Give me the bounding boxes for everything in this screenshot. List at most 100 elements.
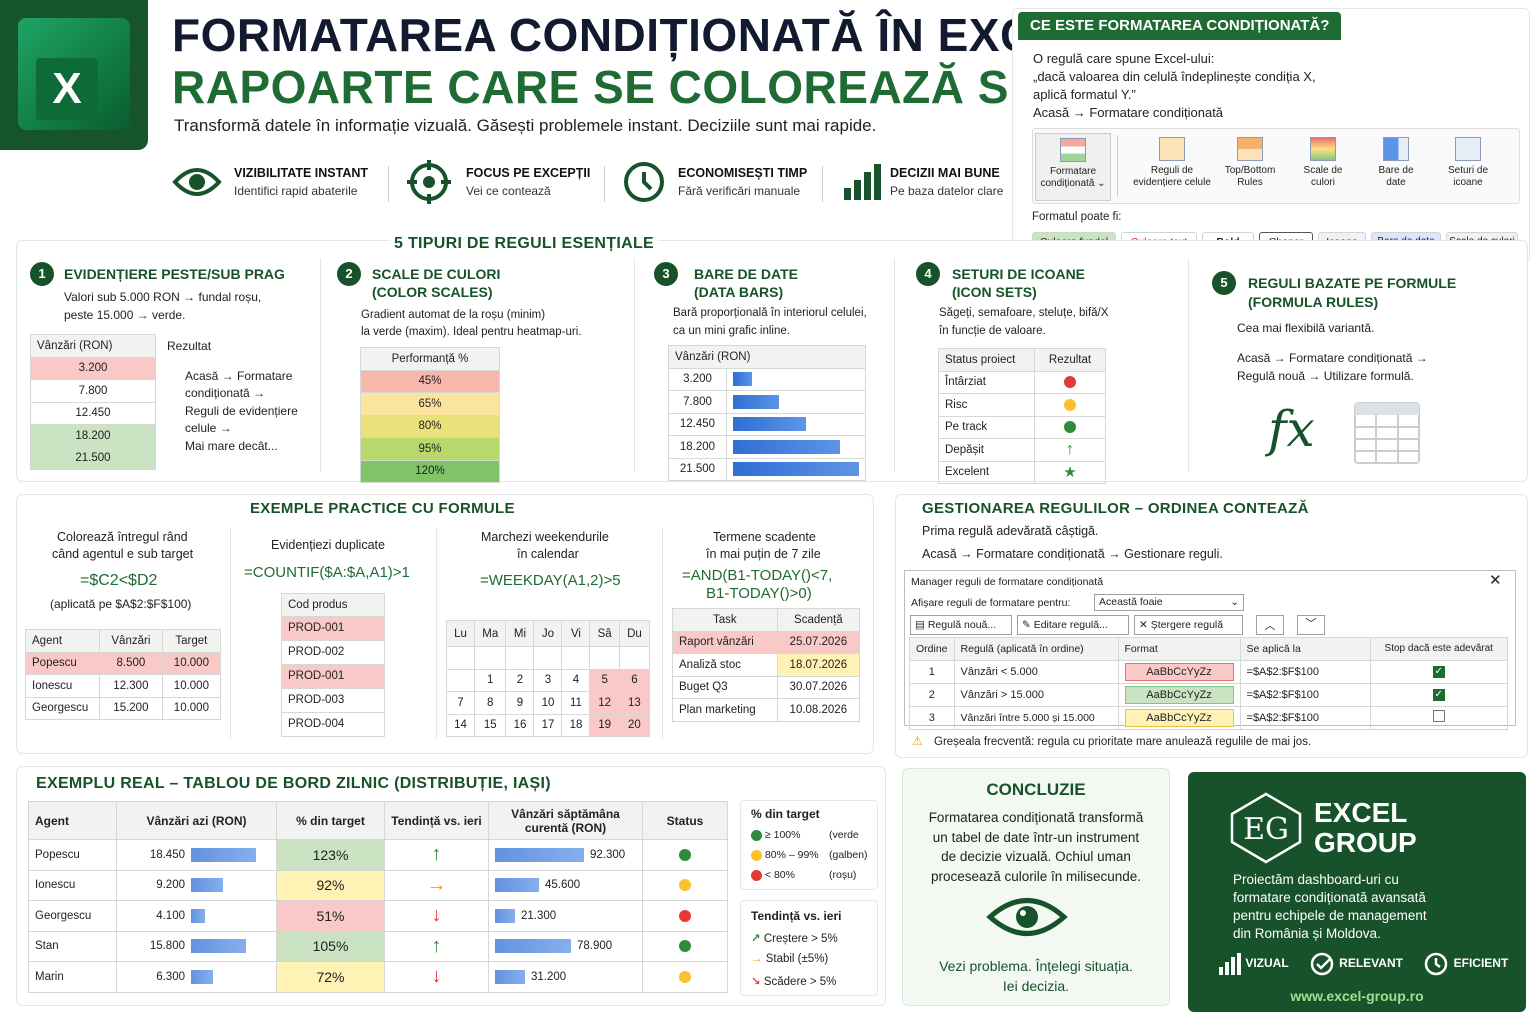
delete-rule-button[interactable]: ✕ Ștergere regulă — [1134, 615, 1243, 635]
table-row[interactable]: 2 Vânzări > 15.000 AaBbCcYyZz =$A$2:$F$1… — [909, 682, 1509, 707]
format-preview: AaBbCcYyZz — [1124, 685, 1234, 704]
table-cell: 78.900 — [488, 930, 643, 962]
move-up-button[interactable]: ︿ — [1256, 615, 1284, 635]
table-cell: 15.800 — [116, 930, 277, 962]
brand-url[interactable]: www.excel-group.ro — [1290, 988, 1424, 1004]
clock-icon — [624, 162, 664, 202]
table-cell: ↑ — [384, 839, 489, 871]
table-header: Scadență — [776, 608, 861, 632]
calendar-day: 10 — [533, 691, 563, 715]
stop-checkbox[interactable] — [1432, 710, 1445, 722]
arrow-down-icon: ↓ — [431, 965, 442, 988]
table-cell — [726, 367, 866, 391]
rule-path: Regulă nouă → Utilizare formulă. — [1237, 369, 1414, 383]
table-cell: → — [384, 869, 489, 901]
ribbon-color-scales-button[interactable]: Scale de culori — [1288, 137, 1358, 189]
new-rule-button[interactable]: ▤ Regulă nouă... — [910, 615, 1012, 635]
table-header: Tendință vs. ieri — [384, 801, 489, 840]
table-header: Task — [672, 608, 778, 632]
table-row[interactable]: 3 Vânzări între 5.000 și 15.000 AaBbCcYy… — [909, 705, 1509, 730]
example-desc: în calendar — [517, 547, 579, 561]
table-cell: 65% — [360, 392, 500, 416]
data-bar — [191, 969, 213, 984]
table-row[interactable]: 1 Vânzări < 5.000 AaBbCcYyZz =$A$2:$F$10… — [909, 659, 1509, 684]
what-is-text: O regulă care spune Excel-ului: „dacă va… — [1033, 50, 1316, 122]
table-cell: Popescu — [28, 839, 117, 871]
calendar-day: 8 — [473, 691, 507, 715]
table-cell: ↑ — [384, 930, 489, 962]
legend-label: Scădere > 5% — [763, 976, 837, 988]
feature-title: VIZIBILITATE INSTANT — [234, 166, 369, 180]
ribbon-data-bars-button[interactable]: Bare de date — [1361, 137, 1431, 189]
edit-rule-button[interactable]: ✎ Editare regulă... — [1017, 615, 1129, 635]
table-cell: 3.200 — [30, 356, 156, 380]
table-row: 7.800 — [668, 390, 866, 414]
highlight-rules-icon — [1159, 137, 1185, 161]
table-cell — [642, 961, 728, 993]
excel-logo: X — [0, 0, 148, 150]
feature-desc: Pe baza datelor clare — [890, 184, 1004, 198]
close-icon[interactable]: ✕ — [1489, 572, 1502, 589]
ribbon-icon-sets-button[interactable]: Seturi de icoane — [1433, 137, 1503, 189]
table-cell: 7.800 — [668, 390, 727, 414]
rule-number: 5 — [1212, 271, 1236, 295]
table-cell: 123% — [276, 839, 385, 871]
sales-today-value: 4.100 — [156, 909, 185, 922]
examples-heading: EXEMPLE PRACTICE CU FORMULE — [250, 500, 515, 517]
table-cell: 31.200 — [488, 961, 643, 993]
calendar-day: 2 — [505, 668, 535, 692]
feature-desc: Identifici rapid abaterile — [234, 184, 358, 198]
calendar-day — [505, 646, 535, 670]
legend-target: % din target ≥ 100% (verde 80% – 99% (galb… — [740, 800, 878, 890]
move-down-button[interactable]: ﹀ — [1297, 615, 1325, 635]
rule-path: Acasă → Formatare condiționată → — [1237, 351, 1428, 365]
stop-checkbox[interactable]: ✓ — [1432, 689, 1445, 701]
show-rules-select[interactable]: Această foaie ⌄ — [1094, 594, 1244, 611]
table-header: Stop dacă este adevărat — [1369, 637, 1509, 661]
table-cell: ↓ — [384, 900, 489, 932]
table-cell: Analiză stoc — [672, 653, 778, 677]
calendar-day: 1 — [473, 668, 507, 692]
table-cell: 18.200 — [30, 424, 156, 448]
table-cell: 18.450 — [116, 839, 277, 871]
table-cell: 72% — [276, 961, 385, 993]
calendar-day: 17 — [533, 713, 563, 737]
table-cell: 2 — [909, 682, 955, 707]
ribbon-label: date — [1386, 177, 1406, 188]
table-header: Agent — [25, 629, 100, 653]
rule-title: (DATA BARS) — [694, 284, 784, 300]
data-bar — [733, 439, 840, 454]
brand-name: EXCEL GROUP — [1314, 798, 1417, 858]
calendar-day: 18 — [561, 713, 591, 737]
rule-path: condiționată → — [185, 386, 266, 400]
rule-number: 1 — [30, 262, 54, 286]
rule1-result-label: Rezultat — [167, 339, 212, 353]
divider — [662, 528, 663, 738]
feature-title: ECONOMISEȘTI TIMP — [678, 166, 808, 180]
table-cell — [642, 869, 728, 901]
brand-tag: EFICIENT — [1453, 956, 1509, 971]
ribbon-top-bottom-button[interactable]: Top/Bottom Rules — [1215, 137, 1285, 189]
table-cell: 10.000 — [161, 651, 222, 675]
stop-checkbox[interactable]: ✓ — [1432, 666, 1445, 678]
table-cell: 25.07.2026 — [776, 630, 861, 654]
sales-week-value: 31.200 — [531, 970, 567, 983]
data-bar — [733, 394, 779, 409]
example-formula: =$C2<$D2 — [80, 572, 158, 589]
conclusion-line: procesează culorile în milisecunde. — [930, 868, 1142, 884]
eye-icon — [986, 898, 1068, 936]
example-formula: =WEEKDAY(A1,2)>5 — [480, 572, 621, 589]
chevron-down-icon: ⌄ — [1230, 596, 1239, 608]
data-bar — [495, 878, 539, 893]
table-cell: Raport vânzări — [672, 630, 778, 654]
legend-title: Tendință vs. ieri — [751, 909, 842, 923]
table-header: Se aplică la — [1239, 637, 1371, 661]
arrow-down-right-icon: ↘ — [751, 976, 761, 988]
bar-chart-icon — [844, 164, 881, 200]
table-cell: PROD-001 — [281, 615, 385, 641]
brand-mono: EG — [1243, 812, 1289, 847]
icon-sets-icon — [1455, 137, 1481, 161]
example-applied: (aplicată pe $A$2:$F$100) — [50, 597, 192, 611]
ribbon-highlight-rules-button[interactable]: Reguli de evidențiere celule — [1127, 137, 1217, 189]
ribbon-conditional-formatting-button[interactable]: Formatare condiționată ⌄ — [1035, 133, 1111, 201]
